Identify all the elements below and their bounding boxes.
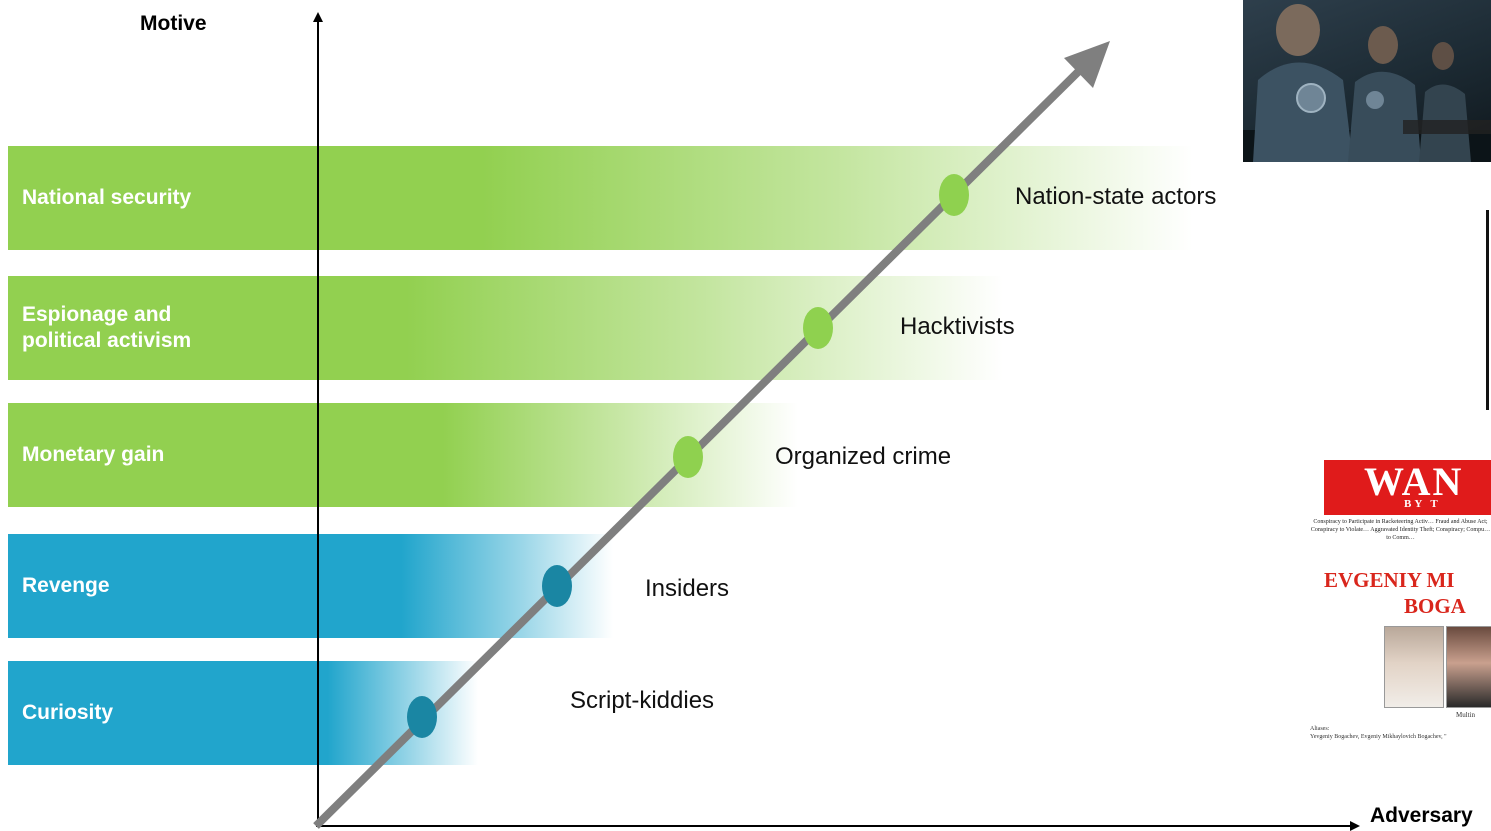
motive-label: Revenge: [22, 574, 110, 597]
poster-caption: Multin: [1456, 711, 1476, 719]
actor-label-script-kiddies: Script-kiddies: [570, 687, 715, 714]
poster-header: WAN BY T: [1324, 460, 1491, 515]
dot-insiders: [542, 565, 572, 607]
motive-label: Curiosity: [22, 701, 114, 724]
poster-name-line1: EVGENIY MI: [1324, 568, 1455, 592]
dot-script-kiddies: [407, 696, 437, 738]
poster-charges: Conspiracy to Participate in Racketeerin…: [1310, 519, 1491, 541]
band-curiosity: Curiosity: [8, 661, 478, 765]
band-revenge: Revenge: [8, 534, 613, 638]
x-axis-title: Adversary: [1370, 804, 1473, 827]
wanted-poster: WAN BY T Conspiracy to Participate in Ra…: [1310, 460, 1491, 760]
dot-organized-crime: [673, 436, 703, 478]
band-monetary-gain: Monetary gain: [8, 403, 798, 507]
motive-label: Monetary gain: [22, 443, 165, 466]
trend-arrow-head: [1064, 41, 1110, 88]
military-operators-photo: [1243, 0, 1491, 162]
poster-aliases: Yevgeniy Bogachev, Evgeniy Mikhaylovich …: [1310, 734, 1447, 740]
poster-name-line2: BOGA: [1404, 594, 1466, 618]
band-national-security: National security: [8, 146, 1193, 250]
y-axis-title: Motive: [140, 12, 207, 35]
operators-illustration: [1243, 4, 1491, 162]
actor-label-organized-crime: Organized crime: [775, 443, 952, 470]
motive-label: National security: [22, 186, 192, 209]
dot-nation-state: [939, 174, 969, 216]
poster-heading: WAN: [1364, 460, 1464, 504]
actor-label-insiders: Insiders: [645, 575, 730, 602]
poster-subheading: BY T: [1404, 498, 1441, 510]
poster-mugshot-1: [1384, 626, 1444, 708]
actor-label-nation-state: Nation-state actors: [1015, 183, 1217, 210]
dot-hacktivists: [803, 307, 833, 349]
poster-mugshot-2: [1446, 626, 1491, 708]
motive-label: Espionage and political activism: [22, 303, 192, 352]
poster-aliases-label: Aliases:: [1310, 726, 1330, 732]
band-espionage: Espionage and political activism: [8, 276, 1003, 380]
actor-label-hacktivists: Hacktivists: [900, 313, 1015, 340]
right-edge-divider: [1486, 210, 1489, 410]
